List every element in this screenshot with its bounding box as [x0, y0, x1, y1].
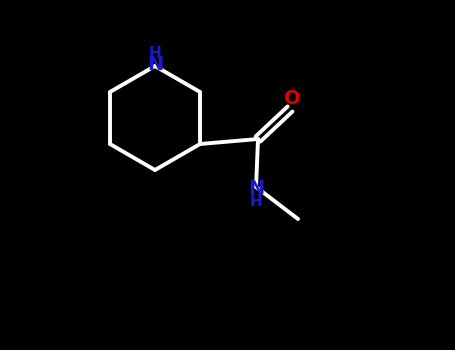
Text: H: H	[250, 194, 263, 209]
Text: H: H	[149, 46, 162, 61]
Text: N: N	[248, 180, 264, 198]
Text: O: O	[284, 89, 300, 107]
Text: N: N	[147, 55, 163, 74]
